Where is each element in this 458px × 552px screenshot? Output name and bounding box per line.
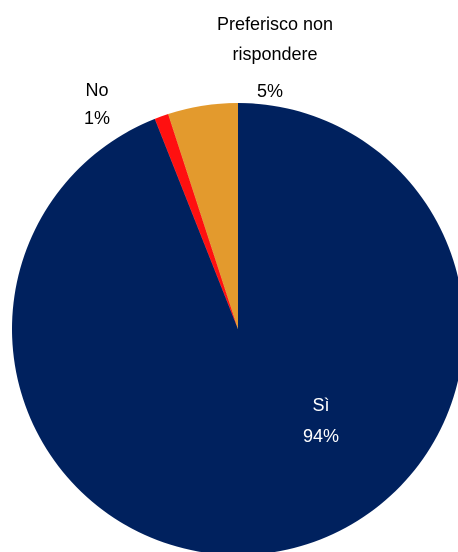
pie-slice-preferisco-non-rispondere <box>168 103 238 329</box>
label-preferisco-category-line2: rispondere <box>232 44 317 64</box>
label-no-percent: 1% <box>84 108 110 128</box>
label-preferisco-category: Preferisco non <box>217 14 333 34</box>
label-si-category: Sì <box>312 395 329 415</box>
label-preferisco-percent: 5% <box>257 81 283 101</box>
label-no-category: No <box>85 80 108 100</box>
pie-slices <box>12 103 458 552</box>
label-si-percent: 94% <box>303 426 339 446</box>
pie-slice-no <box>154 114 238 330</box>
pie-slice-si <box>12 103 458 552</box>
